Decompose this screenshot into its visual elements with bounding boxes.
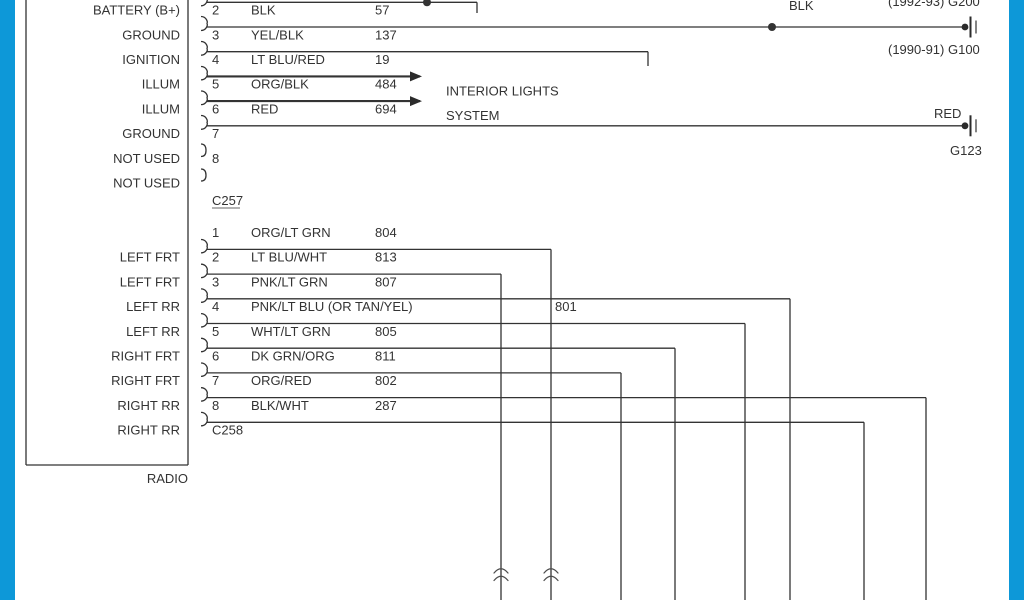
- svg-text:287: 287: [375, 398, 397, 413]
- svg-text:ILLUM: ILLUM: [142, 101, 180, 116]
- svg-text:802: 802: [375, 373, 397, 388]
- svg-text:4: 4: [212, 299, 219, 314]
- svg-text:3: 3: [212, 27, 219, 42]
- svg-text:ORG/LT GRN: ORG/LT GRN: [251, 225, 331, 240]
- svg-text:GROUND: GROUND: [122, 27, 180, 42]
- svg-text:1: 1: [212, 225, 219, 240]
- svg-text:INTERIOR LIGHTS: INTERIOR LIGHTS: [446, 84, 559, 99]
- svg-text:PNK/LT GRN: PNK/LT GRN: [251, 274, 328, 289]
- svg-text:SYSTEM: SYSTEM: [446, 108, 499, 123]
- svg-text:C258: C258: [212, 423, 243, 438]
- svg-text:RED: RED: [251, 101, 278, 116]
- svg-text:ILLUM: ILLUM: [142, 77, 180, 92]
- svg-text:LEFT RR: LEFT RR: [126, 324, 180, 339]
- svg-text:3: 3: [212, 274, 219, 289]
- svg-text:7: 7: [212, 126, 219, 141]
- svg-text:805: 805: [375, 324, 397, 339]
- svg-text:IGNITION: IGNITION: [122, 52, 180, 67]
- svg-text:5: 5: [212, 324, 219, 339]
- svg-text:6: 6: [212, 101, 219, 116]
- svg-text:BATTERY (B+): BATTERY (B+): [93, 3, 180, 18]
- svg-text:BLK: BLK: [251, 3, 276, 18]
- svg-text:RIGHT FRT: RIGHT FRT: [111, 373, 180, 388]
- svg-text:C257: C257: [212, 193, 243, 208]
- svg-text:2: 2: [212, 250, 219, 265]
- svg-text:LEFT FRT: LEFT FRT: [120, 274, 180, 289]
- svg-text:GROUND: GROUND: [122, 126, 180, 141]
- svg-text:807: 807: [375, 274, 397, 289]
- svg-text:137: 137: [375, 27, 397, 42]
- svg-text:484: 484: [375, 77, 397, 92]
- svg-text:BLK: BLK: [789, 0, 814, 13]
- svg-text:NOT USED: NOT USED: [113, 151, 180, 166]
- svg-text:ORG/BLK: ORG/BLK: [251, 77, 309, 92]
- svg-text:RIGHT RR: RIGHT RR: [117, 423, 180, 438]
- svg-text:(1990-91) G100: (1990-91) G100: [888, 42, 980, 57]
- svg-text:4: 4: [212, 52, 219, 67]
- svg-text:8: 8: [212, 151, 219, 166]
- svg-text:(1992-93) G200: (1992-93) G200: [888, 0, 980, 9]
- svg-text:811: 811: [375, 349, 396, 364]
- svg-text:804: 804: [375, 225, 397, 240]
- svg-text:RIGHT FRT: RIGHT FRT: [111, 349, 180, 364]
- svg-text:WHT/LT GRN: WHT/LT GRN: [251, 324, 331, 339]
- svg-text:LEFT FRT: LEFT FRT: [120, 250, 180, 265]
- svg-text:YEL/BLK: YEL/BLK: [251, 27, 304, 42]
- svg-text:57: 57: [375, 3, 389, 18]
- svg-text:LT BLU/WHT: LT BLU/WHT: [251, 250, 327, 265]
- svg-text:801: 801: [555, 299, 577, 314]
- svg-text:BLK/WHT: BLK/WHT: [251, 398, 309, 413]
- svg-text:RADIO: RADIO: [147, 471, 188, 486]
- svg-text:7: 7: [212, 373, 219, 388]
- svg-text:2: 2: [212, 3, 219, 18]
- svg-text:8: 8: [212, 398, 219, 413]
- svg-text:ORG/RED: ORG/RED: [251, 373, 312, 388]
- svg-text:RED: RED: [934, 106, 961, 121]
- svg-text:DK GRN/ORG: DK GRN/ORG: [251, 349, 335, 364]
- svg-text:813: 813: [375, 250, 397, 265]
- svg-text:NOT USED: NOT USED: [113, 176, 180, 191]
- svg-text:LEFT RR: LEFT RR: [126, 299, 180, 314]
- svg-text:6: 6: [212, 349, 219, 364]
- svg-text:LT BLU/RED: LT BLU/RED: [251, 52, 325, 67]
- svg-text:PNK/LT BLU (OR TAN/YEL): PNK/LT BLU (OR TAN/YEL): [251, 299, 413, 314]
- svg-text:5: 5: [212, 77, 219, 92]
- svg-text:694: 694: [375, 101, 397, 116]
- svg-text:G123: G123: [950, 143, 982, 158]
- svg-text:19: 19: [375, 52, 389, 67]
- svg-text:RIGHT RR: RIGHT RR: [117, 398, 180, 413]
